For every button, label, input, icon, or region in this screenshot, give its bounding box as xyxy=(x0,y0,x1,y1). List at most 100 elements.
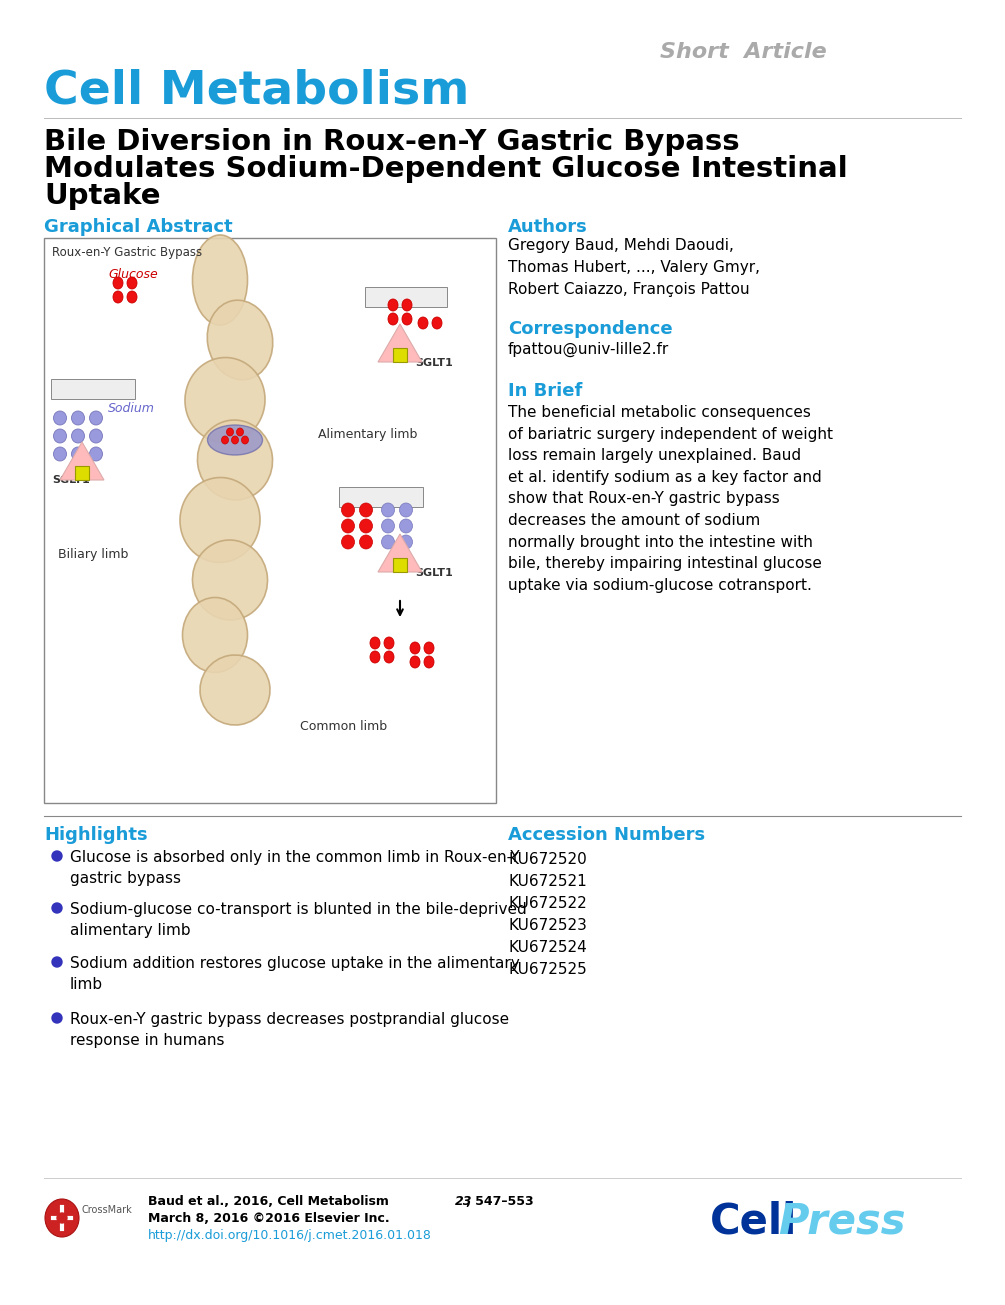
Text: Glucose is absorbed only in the common limb in Roux-en-Y
gastric bypass: Glucose is absorbed only in the common l… xyxy=(70,850,520,886)
Text: Alimentary limb: Alimentary limb xyxy=(318,428,417,441)
FancyBboxPatch shape xyxy=(365,287,447,307)
Ellipse shape xyxy=(207,425,262,455)
Ellipse shape xyxy=(410,642,420,654)
Ellipse shape xyxy=(424,656,434,668)
Ellipse shape xyxy=(382,502,395,517)
Ellipse shape xyxy=(71,429,84,442)
Text: High sodium: High sodium xyxy=(57,382,123,391)
Ellipse shape xyxy=(388,299,398,311)
Ellipse shape xyxy=(71,411,84,425)
Ellipse shape xyxy=(360,519,373,532)
Ellipse shape xyxy=(342,535,355,549)
Text: KU672523: KU672523 xyxy=(508,917,587,933)
Ellipse shape xyxy=(89,411,103,425)
Ellipse shape xyxy=(221,436,228,444)
Ellipse shape xyxy=(241,436,248,444)
Text: Uptake: Uptake xyxy=(44,181,161,210)
Ellipse shape xyxy=(113,291,123,303)
FancyBboxPatch shape xyxy=(339,487,423,508)
Text: SGLT1: SGLT1 xyxy=(415,568,452,578)
Text: Modulates Sodium-Dependent Glucose Intestinal: Modulates Sodium-Dependent Glucose Intes… xyxy=(44,155,848,183)
Text: SGLT1: SGLT1 xyxy=(415,358,452,368)
Polygon shape xyxy=(60,442,104,480)
Ellipse shape xyxy=(197,420,272,500)
Ellipse shape xyxy=(384,637,394,649)
Ellipse shape xyxy=(193,235,247,325)
Text: Bile Diversion in Roux-en-Y Gastric Bypass: Bile Diversion in Roux-en-Y Gastric Bypa… xyxy=(44,128,740,157)
Text: In Brief: In Brief xyxy=(508,382,582,401)
Ellipse shape xyxy=(370,637,380,649)
Ellipse shape xyxy=(53,429,66,442)
Text: Gregory Baud, Mehdi Daoudi,
Thomas Hubert, ..., Valery Gmyr,
Robert Caiazzo, Fra: Gregory Baud, Mehdi Daoudi, Thomas Huber… xyxy=(508,238,760,298)
Ellipse shape xyxy=(432,317,442,329)
Ellipse shape xyxy=(400,502,412,517)
Ellipse shape xyxy=(400,519,412,532)
Text: Sodium-glucose co-transport is blunted in the bile-deprived
alimentary limb: Sodium-glucose co-transport is blunted i… xyxy=(70,902,527,938)
Text: 23: 23 xyxy=(455,1195,472,1208)
Ellipse shape xyxy=(231,436,238,444)
Ellipse shape xyxy=(410,656,420,668)
Text: Roux-en-Y gastric bypass decreases postprandial glucose
response in humans: Roux-en-Y gastric bypass decreases postp… xyxy=(70,1011,510,1048)
Ellipse shape xyxy=(384,651,394,663)
Ellipse shape xyxy=(53,448,66,461)
Ellipse shape xyxy=(113,277,123,288)
Ellipse shape xyxy=(342,519,355,532)
Text: KU672522: KU672522 xyxy=(508,897,587,911)
Circle shape xyxy=(52,957,62,967)
Ellipse shape xyxy=(200,655,270,726)
Text: Glucose: Glucose xyxy=(108,268,158,281)
Text: http://dx.doi.org/10.1016/j.cmet.2016.01.018: http://dx.doi.org/10.1016/j.cmet.2016.01… xyxy=(148,1229,432,1242)
Ellipse shape xyxy=(370,651,380,663)
Ellipse shape xyxy=(388,313,398,325)
Polygon shape xyxy=(378,534,422,572)
Text: The beneficial metabolic consequences
of bariatric surgery independent of weight: The beneficial metabolic consequences of… xyxy=(508,405,833,592)
Text: Short  Article: Short Article xyxy=(660,42,827,63)
Ellipse shape xyxy=(236,428,243,436)
Text: Highlights: Highlights xyxy=(44,826,148,844)
Text: Sodium: Sodium xyxy=(108,402,155,415)
Text: Authors: Authors xyxy=(508,218,588,236)
Ellipse shape xyxy=(193,540,267,620)
Ellipse shape xyxy=(418,317,428,329)
Text: Low sodium: Low sodium xyxy=(371,290,433,300)
Ellipse shape xyxy=(400,535,412,549)
Ellipse shape xyxy=(382,519,395,532)
Ellipse shape xyxy=(360,502,373,517)
Ellipse shape xyxy=(71,448,84,461)
Ellipse shape xyxy=(127,277,137,288)
Text: Baud et al., 2016, Cell Metabolism: Baud et al., 2016, Cell Metabolism xyxy=(148,1195,393,1208)
Text: March 8, 2016 ©2016 Elsevier Inc.: March 8, 2016 ©2016 Elsevier Inc. xyxy=(148,1212,390,1225)
Bar xyxy=(393,348,407,361)
Ellipse shape xyxy=(402,313,412,325)
Ellipse shape xyxy=(89,429,103,442)
Text: Biliary limb: Biliary limb xyxy=(58,548,129,561)
Polygon shape xyxy=(378,324,422,361)
Circle shape xyxy=(52,851,62,861)
Ellipse shape xyxy=(424,642,434,654)
Ellipse shape xyxy=(183,598,247,672)
Text: High sodium: High sodium xyxy=(345,489,410,500)
FancyBboxPatch shape xyxy=(51,378,135,399)
Text: Accession Numbers: Accession Numbers xyxy=(508,826,706,844)
Ellipse shape xyxy=(89,448,103,461)
Text: KU672521: KU672521 xyxy=(508,874,587,889)
Text: KU672524: KU672524 xyxy=(508,940,587,955)
Text: Correspondence: Correspondence xyxy=(508,320,672,338)
Ellipse shape xyxy=(342,502,355,517)
Text: Cell: Cell xyxy=(710,1201,797,1242)
Circle shape xyxy=(52,903,62,914)
Circle shape xyxy=(52,1013,62,1023)
Text: CrossMark: CrossMark xyxy=(82,1205,133,1215)
Text: fpattou@univ-lille2.fr: fpattou@univ-lille2.fr xyxy=(508,342,669,358)
Text: SGLT1: SGLT1 xyxy=(52,475,89,485)
Ellipse shape xyxy=(180,478,260,562)
Ellipse shape xyxy=(382,535,395,549)
Ellipse shape xyxy=(127,291,137,303)
Circle shape xyxy=(57,1214,67,1223)
Text: KU672525: KU672525 xyxy=(508,962,587,977)
Ellipse shape xyxy=(45,1199,79,1237)
Text: Sodium addition restores glucose uptake in the alimentary
limb: Sodium addition restores glucose uptake … xyxy=(70,957,520,992)
Text: Graphical Abstract: Graphical Abstract xyxy=(44,218,232,236)
Ellipse shape xyxy=(185,358,265,442)
Bar xyxy=(75,466,89,480)
